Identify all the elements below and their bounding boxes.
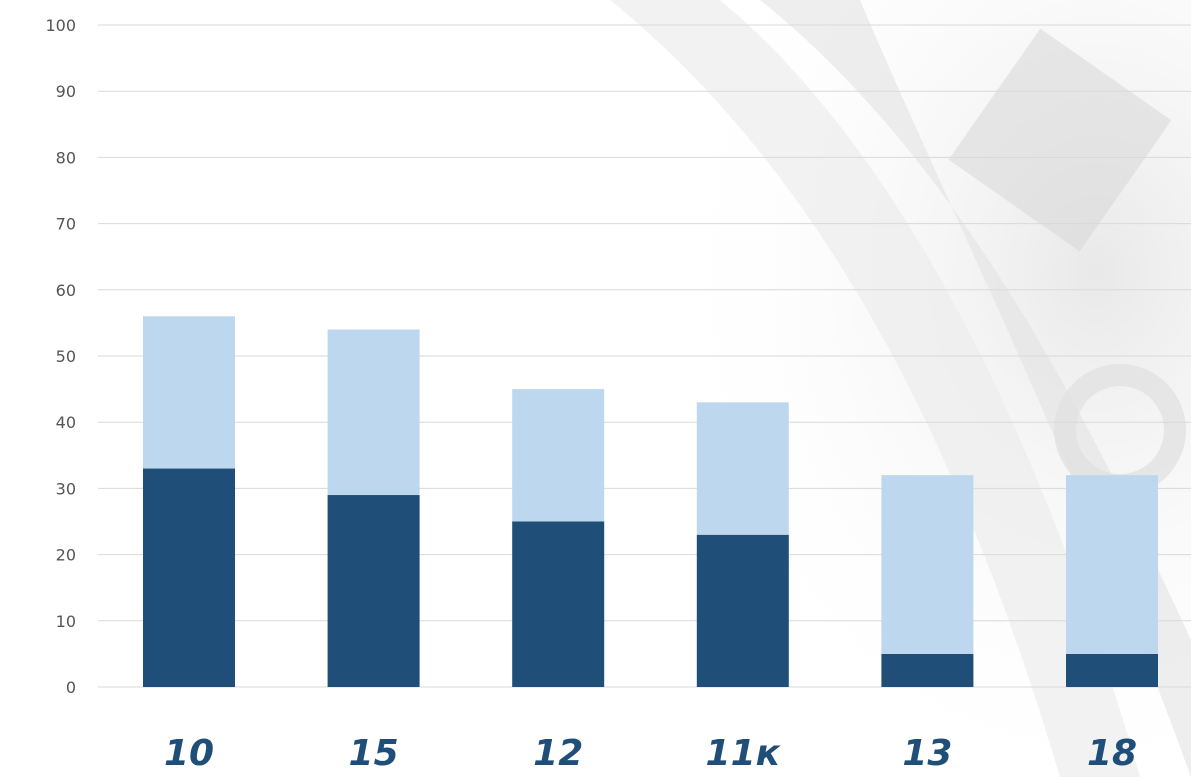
x-axis: 10 15 12 11к 13 18 bbox=[164, 733, 1137, 774]
y-tick-label: 50 bbox=[56, 347, 76, 366]
bar-segment-12-series-1 bbox=[512, 521, 605, 687]
bar-segment-15-series-1 bbox=[327, 495, 420, 687]
bar-segment-12-series-2 bbox=[512, 389, 605, 522]
bar-segment-18-series-2 bbox=[1066, 475, 1158, 654]
x-tick-label: 10 bbox=[164, 733, 214, 774]
x-tick-label: 18 bbox=[1087, 733, 1137, 774]
y-tick-label: 60 bbox=[56, 281, 76, 300]
x-tick-label: 15 bbox=[349, 733, 399, 774]
x-tick-label: 11к bbox=[706, 733, 782, 774]
bars bbox=[143, 316, 1158, 687]
gridlines bbox=[98, 24, 1191, 688]
bar-segment-13-series-1 bbox=[881, 653, 974, 687]
y-tick-label: 20 bbox=[56, 546, 76, 565]
bar-segment-13-series-2 bbox=[881, 475, 974, 654]
bar-segment-11к-series-1 bbox=[696, 534, 789, 687]
y-axis: 0 10 20 30 40 50 60 70 80 90 100 bbox=[45, 16, 76, 697]
bar-segment-15-series-2 bbox=[327, 329, 420, 496]
background-decoration bbox=[560, 0, 1191, 777]
y-tick-label: 10 bbox=[56, 612, 76, 631]
y-tick-label: 30 bbox=[56, 479, 76, 498]
y-tick-label: 70 bbox=[56, 215, 76, 234]
bar-segment-11к-series-2 bbox=[696, 402, 789, 535]
y-tick-label: 0 bbox=[66, 678, 76, 697]
x-tick-label: 12 bbox=[533, 733, 583, 774]
y-tick-label: 40 bbox=[56, 413, 76, 432]
y-tick-label: 100 bbox=[45, 16, 76, 35]
bar-segment-18-series-1 bbox=[1066, 653, 1158, 687]
x-tick-label: 13 bbox=[902, 733, 952, 774]
bar-segment-10-series-2 bbox=[143, 316, 235, 469]
y-tick-label: 90 bbox=[56, 82, 76, 101]
y-tick-label: 80 bbox=[56, 148, 76, 167]
bar-segment-10-series-1 bbox=[143, 468, 235, 687]
